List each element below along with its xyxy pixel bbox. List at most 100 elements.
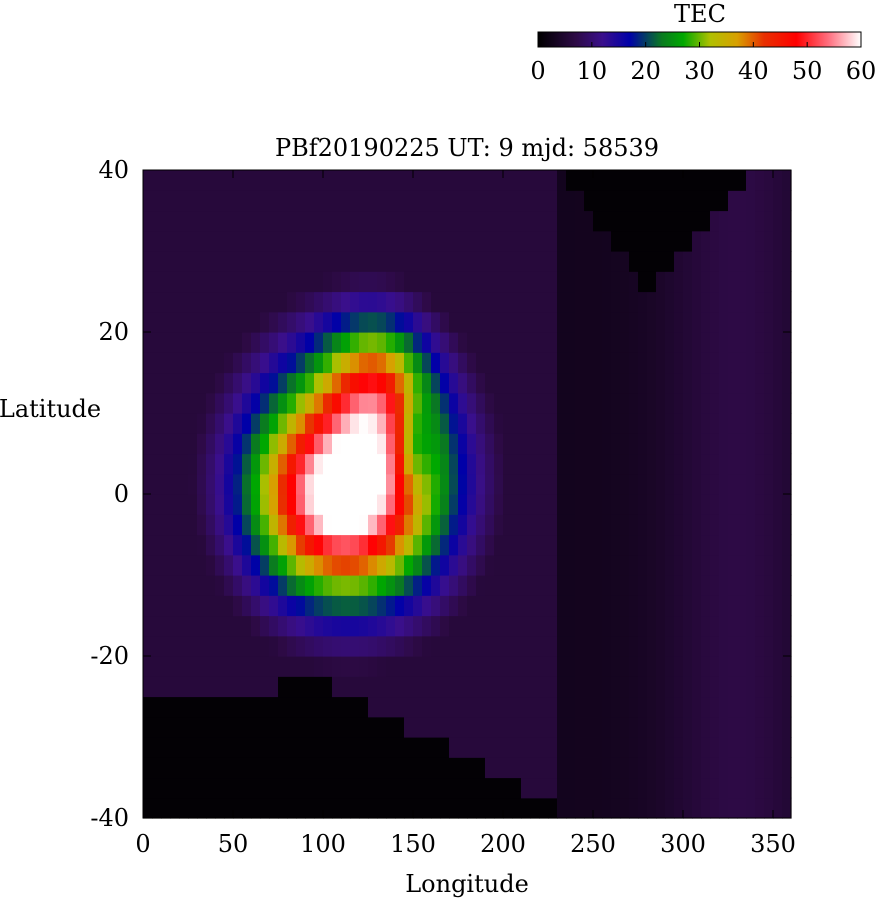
heatmap-cell [179,332,189,353]
heatmap-cell [332,696,342,718]
heatmap-cell [449,696,459,718]
heatmap-cell [152,453,162,475]
heatmap-cell [575,352,585,374]
x-tick-label: 300 [660,830,706,858]
heatmap-cell [737,656,747,677]
heatmap-cell [440,473,450,495]
heatmap-cell [629,433,639,455]
heatmap-cell [575,656,585,677]
heatmap-cell [341,635,351,657]
heatmap-cell [557,797,567,819]
heatmap-cell [395,413,405,434]
heatmap-cell [197,656,207,677]
heatmap-cell [296,291,306,313]
heatmap-cell [395,615,405,637]
heatmap-cell [377,716,387,738]
heatmap-cell [269,716,279,738]
heatmap-cell [764,352,774,374]
heatmap-cell [575,433,585,455]
heatmap-cell [476,737,486,758]
heatmap-cell [530,757,540,779]
heatmap-cell [584,271,594,293]
heatmap-cell [647,392,657,414]
heatmap-cell [152,210,162,232]
heatmap-cell [251,777,261,799]
heatmap-cell [548,210,558,232]
heatmap-cell [395,433,405,455]
heatmap-cell [557,453,567,475]
heatmap-cell [215,413,225,434]
heatmap-cell [332,352,342,374]
heatmap-cell [431,311,441,333]
heatmap-cell [512,251,522,272]
heatmap-cell [539,433,549,455]
heatmap-cell [233,170,243,191]
heatmap-cell [485,392,495,414]
heatmap-cell [431,210,441,232]
heatmap-cell [296,534,306,556]
heatmap-cell [386,797,396,819]
heatmap-cell [143,757,153,779]
heatmap-cell [782,575,792,596]
heatmap-cell [242,251,252,272]
heatmap-cell [224,170,234,191]
heatmap-cell [386,251,396,272]
heatmap-cell [620,514,630,536]
heatmap-cell [422,190,432,212]
heatmap-cell [458,595,468,617]
heatmap-cell [242,170,252,191]
heatmap-cell [341,251,351,272]
heatmap-cell [746,473,756,495]
heatmap-cell [188,777,198,799]
heatmap-cell [143,575,153,596]
heatmap-cell [476,514,486,536]
heatmap-cell [773,716,783,738]
heatmap-cell [350,737,360,758]
heatmap-cell [692,372,702,394]
heatmap-cell [395,453,405,475]
heatmap-cell [161,473,171,495]
heatmap-cell [440,696,450,718]
heatmap-cell [566,696,576,718]
heatmap-cell [188,656,198,677]
heatmap-cell [170,797,180,819]
heatmap-cell [179,311,189,333]
heatmap-cell [386,635,396,657]
heatmap-cell [233,190,243,212]
heatmap-cell [647,797,657,819]
heatmap-cell [197,757,207,779]
heatmap-cell [206,332,216,353]
heatmap-cell [206,696,216,718]
heatmap-cell [404,433,414,455]
heatmap-cell [530,797,540,819]
heatmap-cell [512,291,522,313]
heatmap-cell [530,696,540,718]
heatmap-cell [602,392,612,414]
heatmap-cell [521,251,531,272]
heatmap-cell [548,230,558,252]
heatmap-cell [422,777,432,799]
heatmap-cell [467,210,477,232]
heatmap-cell [512,190,522,212]
heatmap-cell [692,190,702,212]
heatmap-cell [404,332,414,353]
heatmap-cell [359,534,369,556]
heatmap-cell [260,433,270,455]
heatmap-cell [440,676,450,698]
heatmap-cell [485,230,495,252]
heatmap-cell [224,797,234,819]
heatmap-cell [647,514,657,536]
heatmap-cell [386,534,396,556]
heatmap-cell [332,595,342,617]
heatmap-cell [287,534,297,556]
heatmap-cell [368,656,378,677]
heatmap-cell [395,696,405,718]
heatmap-cell [764,392,774,414]
heatmap-cell [530,716,540,738]
heatmap-cell [548,170,558,191]
heatmap-cell [638,494,648,515]
heatmap-cell [620,453,630,475]
heatmap-cell [503,271,513,293]
heatmap-cell [458,554,468,576]
heatmap-cell [647,311,657,333]
